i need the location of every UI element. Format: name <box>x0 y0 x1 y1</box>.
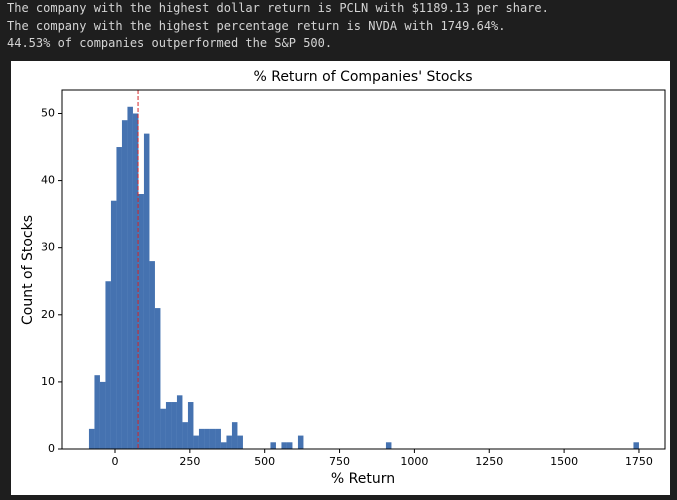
chart: % Return of Companies' Stocks % Return C… <box>11 61 670 495</box>
bar <box>226 435 232 449</box>
bar <box>171 402 177 449</box>
bar <box>215 428 221 449</box>
bar <box>286 442 293 449</box>
bar <box>633 442 639 449</box>
bar <box>132 113 139 450</box>
bar <box>198 428 205 449</box>
bar <box>149 261 155 449</box>
bar <box>182 422 188 449</box>
output-line: The company with the highest percentage … <box>7 18 506 33</box>
y-tick-label: 10 <box>41 375 55 388</box>
x-tick-label: 1250 <box>475 455 503 468</box>
x-tick-label: 750 <box>329 455 350 468</box>
y-tick-label: 20 <box>41 308 55 321</box>
bar <box>270 442 276 449</box>
chart-title: % Return of Companies' Stocks <box>253 69 472 85</box>
x-tick-label: 1000 <box>400 455 428 468</box>
x-tick-label: 250 <box>179 455 200 468</box>
y-tick-label: 30 <box>41 241 55 254</box>
bar <box>154 308 161 449</box>
x-tick-label: 0 <box>111 455 118 468</box>
x-tick-label: 1500 <box>550 455 578 468</box>
cell-output: The company with the highest dollar retu… <box>7 0 549 53</box>
bar <box>187 402 194 449</box>
y-tick-label: 40 <box>41 174 55 187</box>
bar <box>116 147 122 449</box>
y-tick-label: 50 <box>41 106 55 119</box>
bar <box>176 395 183 449</box>
x-tick-label: 1750 <box>625 455 653 468</box>
x-tick-label: 500 <box>254 455 275 468</box>
bar <box>237 435 243 449</box>
bar <box>88 428 95 449</box>
bar <box>209 428 216 449</box>
bar <box>127 106 133 449</box>
y-axis-label: Count of Stocks <box>20 215 36 325</box>
bar <box>99 381 106 449</box>
x-axis-label: % Return <box>331 471 395 487</box>
y-tick-label: 0 <box>48 442 55 455</box>
bar <box>204 428 210 449</box>
bar <box>281 442 287 449</box>
plot-frame <box>61 89 666 450</box>
bar <box>143 133 150 449</box>
bar <box>94 375 100 449</box>
bar <box>231 422 238 449</box>
bar <box>110 200 117 449</box>
bar <box>138 194 144 449</box>
bar <box>160 408 166 449</box>
bar <box>193 435 199 449</box>
output-line: 44.53% of companies outperformed the S&P… <box>7 36 333 50</box>
bar <box>121 120 128 449</box>
bar <box>385 442 392 449</box>
output-line: The company with the highest dollar retu… <box>7 1 549 15</box>
bar <box>105 281 111 449</box>
bar <box>297 435 304 449</box>
bar <box>220 442 227 449</box>
bar <box>165 402 172 449</box>
